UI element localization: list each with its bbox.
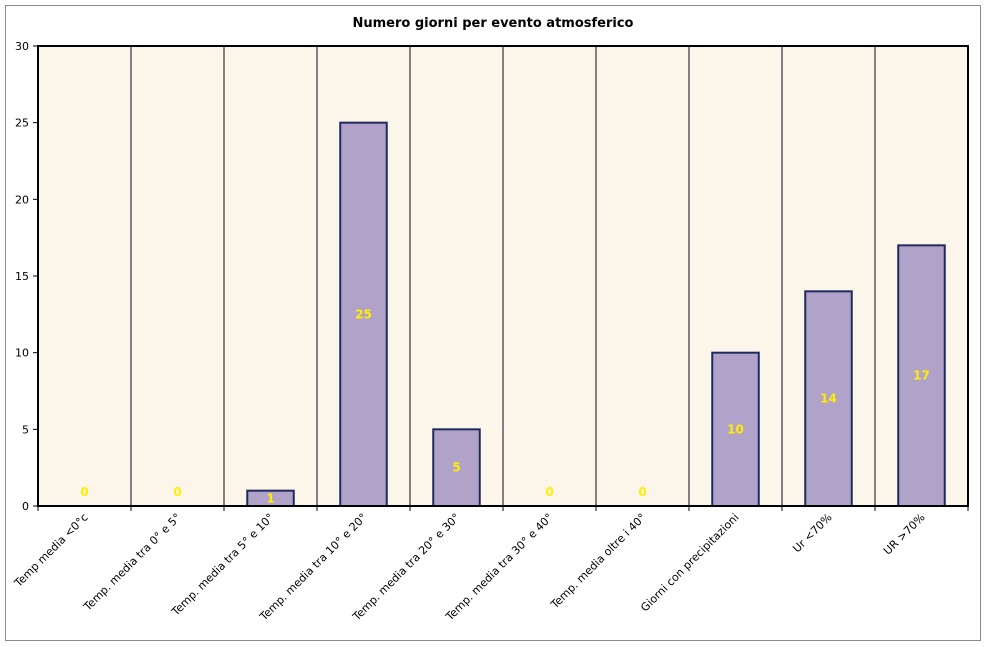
x-tick-label: Ur <70% bbox=[790, 511, 834, 555]
x-tick-label: Temp. media oltre i 40° bbox=[548, 511, 649, 612]
x-tick-label: Temp. media tra 20° e 30° bbox=[350, 511, 463, 624]
data-label: 17 bbox=[913, 369, 930, 383]
data-label: 0 bbox=[545, 485, 553, 499]
category-separators bbox=[130, 46, 876, 506]
y-tick-label: 10 bbox=[15, 347, 29, 360]
x-tick-label: Temp. media tra 5° e 10° bbox=[169, 511, 277, 619]
data-label: 0 bbox=[173, 485, 181, 499]
chart-title: Numero giorni per evento atmosferico bbox=[353, 16, 634, 31]
y-tick-label: 30 bbox=[15, 40, 29, 53]
data-label: 0 bbox=[638, 485, 646, 499]
data-label: 1 bbox=[266, 491, 274, 505]
data-label: 14 bbox=[820, 392, 837, 406]
y-tick-label: 15 bbox=[15, 270, 29, 283]
y-tick-label: 0 bbox=[22, 500, 29, 513]
x-tick-label: Giorni con precipitazioni bbox=[638, 511, 741, 614]
x-tick-label: Temp. media tra 0° e 5° bbox=[80, 511, 183, 614]
bar bbox=[432, 428, 481, 508]
x-tick-label: Temp. media tra 30° e 40° bbox=[443, 511, 556, 624]
bar bbox=[711, 351, 760, 507]
data-labels: 0 0 1 25 5 0 0 10 14 17 bbox=[80, 307, 930, 505]
x-tick-label: Temp media <0°c bbox=[11, 511, 90, 590]
y-tick-label: 20 bbox=[15, 193, 29, 206]
data-label: 5 bbox=[452, 461, 460, 475]
plot-border bbox=[37, 45, 969, 507]
bar bbox=[339, 121, 388, 508]
y-axis: 0 5 10 15 20 25 30 bbox=[15, 40, 38, 513]
bars bbox=[246, 121, 946, 508]
data-label: 0 bbox=[80, 485, 88, 499]
x-tick-label: Temp. media tra 10° e 20° bbox=[257, 511, 370, 624]
data-label: 10 bbox=[727, 422, 744, 436]
x-tick-label: UR >70% bbox=[881, 511, 928, 558]
y-tick-label: 5 bbox=[22, 423, 29, 436]
data-label: 25 bbox=[355, 307, 372, 321]
y-tick-label: 25 bbox=[15, 117, 29, 130]
